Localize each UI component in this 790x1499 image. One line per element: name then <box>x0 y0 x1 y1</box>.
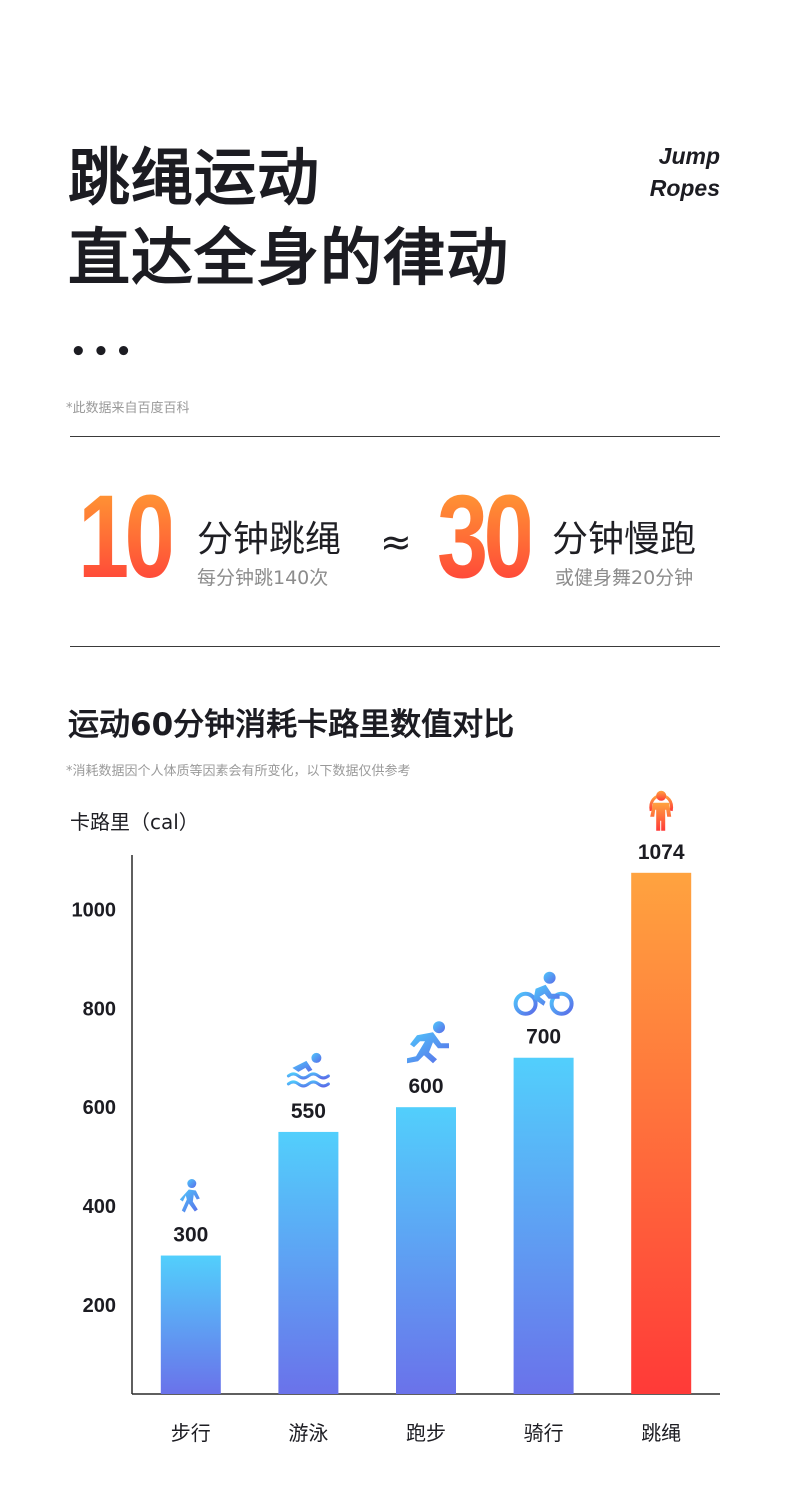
right-big-number: 30 <box>437 471 535 603</box>
title-line-1: 跳绳运动 <box>68 141 321 214</box>
bar-4 <box>513 1057 574 1394</box>
bar-value-label: 1074 <box>638 841 685 864</box>
category-label: 游泳 <box>288 1421 328 1445</box>
y-axis-unit-label: 卡路里（cal） <box>70 810 199 834</box>
cycling-icon <box>513 971 574 1016</box>
y-tick-label: 400 <box>83 1196 116 1218</box>
jump-rope-icon <box>649 790 673 831</box>
left-big-number: 10 <box>78 471 176 603</box>
source-note: *此数据来自百度百科 <box>66 401 190 416</box>
walking-icon <box>179 1179 200 1213</box>
bar-1 <box>160 1255 221 1394</box>
brand-tag: Jump Ropes <box>600 140 720 204</box>
bar-5 <box>631 872 692 1394</box>
brand-line-1: Jump <box>658 143 720 169</box>
divider-top <box>70 436 720 437</box>
running-icon <box>407 1021 449 1064</box>
divider-bottom <box>70 646 720 647</box>
approx-symbol: ≈ <box>380 520 412 564</box>
chart-title: 运动60分钟消耗卡路里数值对比 <box>68 707 515 743</box>
y-tick-label: 200 <box>83 1295 116 1317</box>
bar-3 <box>396 1107 456 1394</box>
right-comparison-label: 分钟慢跑 <box>552 519 697 560</box>
bar-value-label: 600 <box>408 1075 443 1098</box>
category-label: 骑行 <box>524 1421 564 1445</box>
title-line-2: 直达全身的律动 <box>68 221 510 294</box>
y-tick-label: 1000 <box>72 899 117 921</box>
left-comparison-label: 分钟跳绳 <box>197 519 342 560</box>
bar-2 <box>278 1131 339 1394</box>
decorative-dots: ••• <box>70 337 138 367</box>
page-title: 跳绳运动 直达全身的律动 <box>68 138 509 298</box>
bar-value-label: 300 <box>173 1224 208 1247</box>
right-comparison-sub: 或健身舞20分钟 <box>555 567 694 589</box>
bar-value-label: 700 <box>526 1026 561 1049</box>
brand-line-2: Ropes <box>649 175 720 201</box>
chart-note: *消耗数据因个人体质等因素会有所变化，以下数据仅供参考 <box>66 764 411 779</box>
category-label: 跳绳 <box>641 1421 681 1445</box>
bar-value-label: 550 <box>291 1100 326 1123</box>
left-comparison-sub: 每分钟跳140次 <box>197 567 329 589</box>
swimming-icon <box>286 1052 330 1088</box>
category-label: 步行 <box>171 1421 211 1445</box>
category-label: 跑步 <box>406 1421 446 1445</box>
y-tick-label: 800 <box>83 998 116 1020</box>
y-tick-label: 600 <box>83 1097 116 1119</box>
